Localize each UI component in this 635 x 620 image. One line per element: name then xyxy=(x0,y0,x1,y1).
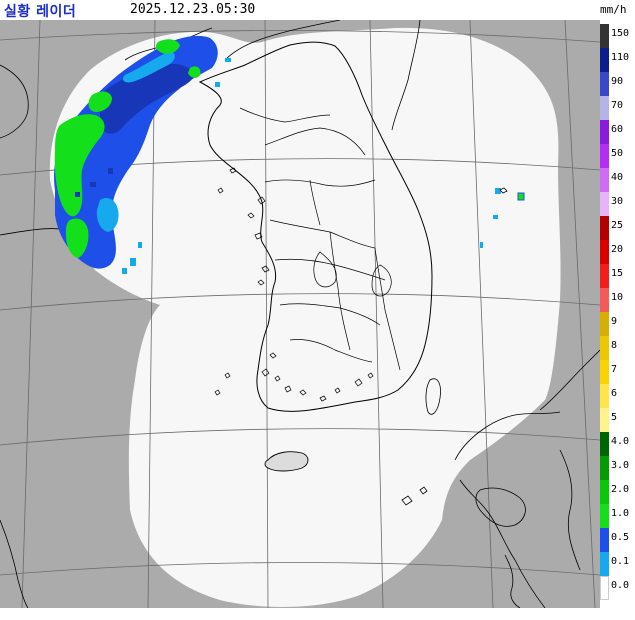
header-bar: 실황 레이더 2025.12.23.05:30 mm/h xyxy=(0,0,635,20)
legend-label: 0.0 xyxy=(611,580,630,591)
legend-swatch xyxy=(600,312,609,336)
legend-swatch xyxy=(600,168,609,192)
legend-bin: 20 xyxy=(600,240,635,264)
legend-bin: 6 xyxy=(600,384,635,408)
legend-label: 1.0 xyxy=(611,508,630,519)
legend-swatch xyxy=(600,144,609,168)
west-coast-islands xyxy=(214,167,374,402)
legend-swatch xyxy=(600,120,609,144)
ulleungdo-area xyxy=(480,187,525,248)
radar-coverage-area xyxy=(49,27,561,607)
legend-bin: 10 xyxy=(600,288,635,312)
legend-bin: 0.1 xyxy=(600,552,635,576)
legend-swatch xyxy=(600,408,609,432)
legend-label: 40 xyxy=(611,172,624,183)
legend-label: 6 xyxy=(611,388,618,399)
legend-label: 110 xyxy=(611,52,630,63)
unit-label: mm/h xyxy=(600,3,627,16)
legend-swatch xyxy=(600,96,609,120)
legend-swatch xyxy=(600,48,609,72)
radar-map[interactable] xyxy=(0,20,600,608)
legend-bin: 90 xyxy=(600,72,635,96)
legend-label: 150 xyxy=(611,28,630,39)
legend-label: 50 xyxy=(611,148,624,159)
legend-swatch xyxy=(600,24,609,48)
legend-label: 4.0 xyxy=(611,436,630,447)
legend-label: 0.5 xyxy=(611,532,630,543)
legend-bin: 15 xyxy=(600,264,635,288)
legend-swatch xyxy=(600,288,609,312)
legend-bin: 4.0 xyxy=(600,432,635,456)
precipitation-echoes xyxy=(54,35,231,274)
legend-bin: 60 xyxy=(600,120,635,144)
legend-label: 25 xyxy=(611,220,624,231)
legend-bin: 9 xyxy=(600,312,635,336)
legend-label: 5 xyxy=(611,412,618,423)
legend-label: 60 xyxy=(611,124,624,135)
legend-swatch xyxy=(600,240,609,264)
legend-bin: 8 xyxy=(600,336,635,360)
korea-coastline xyxy=(198,41,433,412)
legend-swatch xyxy=(600,480,609,504)
legend-bin: 3.0 xyxy=(600,456,635,480)
province-boundaries xyxy=(239,107,401,371)
legend-bin: 110 xyxy=(600,48,635,72)
legend-swatch xyxy=(600,432,609,456)
jeju-island xyxy=(264,451,309,472)
legend-label: 8 xyxy=(611,340,618,351)
legend-swatch xyxy=(600,264,609,288)
legend-label: 7 xyxy=(611,364,618,375)
legend-bin: 0.5 xyxy=(600,528,635,552)
legend-swatch xyxy=(600,456,609,480)
legend-swatch xyxy=(600,384,609,408)
graticule-lines xyxy=(0,20,600,608)
legend-label: 3.0 xyxy=(611,460,630,471)
legend-bin: 0.0 xyxy=(600,576,635,600)
legend-label: 15 xyxy=(611,268,624,279)
page-title: 실황 레이더 xyxy=(4,4,77,20)
legend-label: 10 xyxy=(611,292,624,303)
legend-swatch xyxy=(600,336,609,360)
legend-swatch xyxy=(600,552,609,576)
legend-bin: 70 xyxy=(600,96,635,120)
legend-label: 70 xyxy=(611,100,624,111)
legend-bin: 150 xyxy=(600,24,635,48)
legend-swatch xyxy=(600,360,609,384)
legend-bin: 40 xyxy=(600,168,635,192)
legend-bin: 30 xyxy=(600,192,635,216)
legend-label: 30 xyxy=(611,196,624,207)
legend-swatch xyxy=(600,216,609,240)
legend-swatch xyxy=(600,192,609,216)
legend-swatch xyxy=(600,504,609,528)
precipitation-legend: 150 110 90 70 60 50 40 30 25 20 15 10 9 8 7 6 5 4.0 3.0 2.0… xyxy=(600,20,635,620)
legend-bin: 5 xyxy=(600,408,635,432)
legend-bin: 1.0 xyxy=(600,504,635,528)
legend-bin: 2.0 xyxy=(600,480,635,504)
legend-label: 0.1 xyxy=(611,556,630,567)
legend-swatch xyxy=(600,576,609,600)
legend-label: 90 xyxy=(611,76,624,87)
legend-label: 9 xyxy=(611,316,618,327)
tsushima-island xyxy=(401,378,441,506)
legend-bin: 7 xyxy=(600,360,635,384)
legend-bin: 50 xyxy=(600,144,635,168)
legend-label: 20 xyxy=(611,244,624,255)
legend-swatch xyxy=(600,72,609,96)
legend-swatch xyxy=(600,528,609,552)
legend-label: 2.0 xyxy=(611,484,630,495)
legend-bin: 25 xyxy=(600,216,635,240)
timestamp-label: 2025.12.23.05:30 xyxy=(130,2,256,17)
